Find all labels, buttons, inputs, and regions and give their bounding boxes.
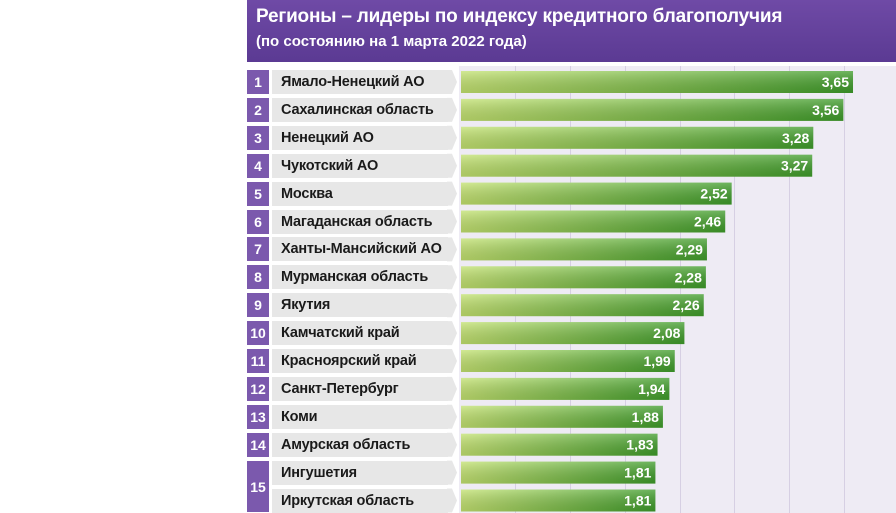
- bar-shade: [461, 405, 663, 428]
- bar-shade: [461, 238, 707, 261]
- category-label: Иркутская область: [272, 488, 448, 513]
- bar-shade: [461, 98, 844, 121]
- bar-shade: [461, 461, 656, 484]
- category-label: Амурская область: [272, 432, 448, 457]
- row-arrow: [447, 265, 457, 290]
- category-label: Москва: [272, 181, 448, 206]
- bar-shade: [461, 71, 854, 93]
- rank-badge: 15: [247, 460, 269, 513]
- rank-badge: 11: [247, 349, 269, 373]
- rank-badge: 12: [247, 376, 269, 401]
- bar-shade: [461, 154, 813, 177]
- bar-shade: [461, 182, 732, 205]
- grid-line: [680, 66, 681, 513]
- rank-badge: 4: [247, 153, 269, 178]
- bar-shade: [461, 266, 706, 289]
- row-arrow: [447, 70, 457, 94]
- category-label: Камчатский край: [272, 321, 448, 346]
- row-arrow: [447, 97, 457, 122]
- category-label: Ямало-Ненецкий АО: [272, 70, 448, 94]
- row-arrow: [447, 237, 457, 262]
- grid-line: [734, 66, 735, 513]
- category-label: Ненецкий АО: [272, 125, 448, 150]
- value-label: 1,88: [632, 409, 659, 425]
- value-label: 1,81: [624, 465, 651, 481]
- category-label: Красноярский край: [272, 349, 448, 373]
- grid-line: [844, 66, 845, 513]
- category-label: Магаданская область: [272, 209, 448, 234]
- chart-header: Регионы – лидеры по индексу кредитного б…: [247, 0, 896, 62]
- row-arrow: [447, 209, 457, 234]
- rank-badge: 2: [247, 97, 269, 122]
- row-arrow: [447, 293, 457, 318]
- bar-shade: [461, 210, 726, 233]
- value-label: 3,28: [782, 130, 809, 146]
- value-label: 3,65: [822, 74, 849, 90]
- grid-line: [570, 66, 571, 513]
- value-label: 1,83: [626, 437, 653, 453]
- value-label: 2,26: [672, 297, 699, 313]
- value-label: 3,27: [781, 158, 808, 174]
- category-label: Мурманская область: [272, 265, 448, 290]
- bar-shade: [461, 377, 670, 400]
- rank-badge: 3: [247, 125, 269, 150]
- rank-badge: 5: [247, 181, 269, 206]
- row-arrow: [447, 181, 457, 206]
- chart-title: Регионы – лидеры по индексу кредитного б…: [256, 6, 783, 27]
- rank-badge: 8: [247, 265, 269, 290]
- value-label: 1,99: [643, 353, 670, 369]
- rank-badge: 9: [247, 293, 269, 318]
- value-label: 2,29: [676, 241, 703, 257]
- category-label: Ханты-Мансийский АО: [272, 237, 448, 262]
- category-label: Чукотский АО: [272, 153, 448, 178]
- value-label: 1,94: [638, 381, 665, 397]
- row-arrow: [447, 432, 457, 457]
- row-arrow: [447, 460, 457, 485]
- category-label: Якутия: [272, 293, 448, 318]
- row-arrow: [447, 376, 457, 401]
- row-arrow: [447, 404, 457, 429]
- rank-badge: 7: [247, 237, 269, 262]
- grid-line: [625, 66, 626, 513]
- grid-line: [789, 66, 790, 513]
- bar-shade: [461, 489, 656, 512]
- value-label: 2,28: [675, 269, 702, 285]
- rank-badge: 14: [247, 432, 269, 457]
- bar-shade: [461, 350, 675, 372]
- row-arrow: [447, 321, 457, 346]
- category-label: Санкт-Петербург: [272, 376, 448, 401]
- value-label: 2,52: [700, 186, 727, 202]
- row-arrow: [447, 488, 457, 513]
- value-label: 3,56: [812, 102, 839, 118]
- rank-badge: 1: [247, 70, 269, 94]
- rank-badge: 10: [247, 321, 269, 346]
- category-label: Ингушетия: [272, 460, 448, 485]
- category-label: Сахалинская область: [272, 97, 448, 122]
- bar-shade: [461, 294, 704, 317]
- rank-badge: 6: [247, 209, 269, 234]
- row-arrow: [447, 125, 457, 150]
- value-label: 1,81: [624, 493, 651, 509]
- grid-line: [515, 66, 516, 513]
- chart-subtitle: (по состоянию на 1 марта 2022 года): [256, 33, 527, 50]
- value-label: 2,08: [653, 325, 680, 341]
- bar-shade: [461, 322, 685, 345]
- value-label: 2,46: [694, 214, 721, 230]
- category-label: Коми: [272, 404, 448, 429]
- bar-shade: [461, 433, 658, 456]
- bar-shade: [461, 126, 814, 149]
- row-arrow: [447, 153, 457, 178]
- rank-badge: 13: [247, 404, 269, 429]
- row-arrow: [447, 349, 457, 373]
